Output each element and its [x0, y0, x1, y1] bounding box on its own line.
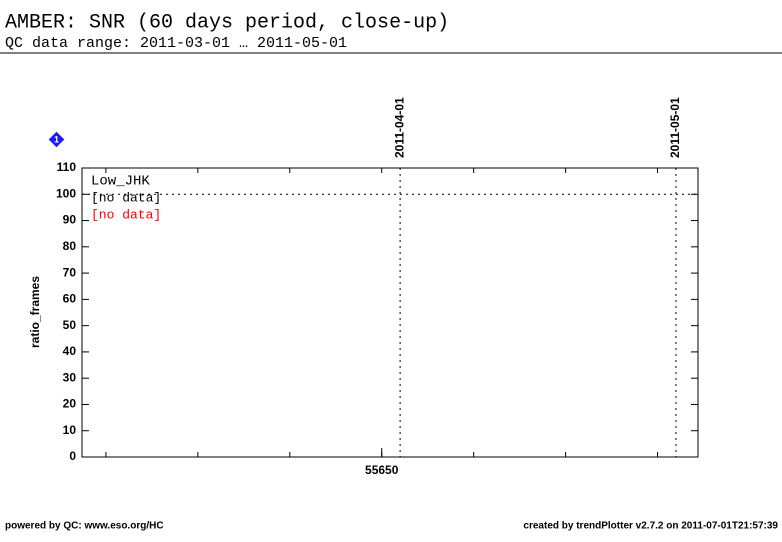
y-tick-label: 10	[63, 423, 77, 437]
legend-entry: [no data]	[91, 190, 161, 205]
y-tick-label: 110	[57, 160, 77, 174]
y-tick-label: 60	[63, 292, 77, 306]
y-tick-label: 50	[63, 318, 77, 332]
chart-title: AMBER: SNR (60 days period, close-up)	[5, 11, 449, 34]
badge-label: 1	[54, 134, 59, 144]
footer-right: created by trendPlotter v2.7.2 on 2011-0…	[523, 521, 778, 532]
y-tick-label: 70	[63, 265, 77, 279]
y-tick-label: 80	[63, 239, 77, 253]
y-tick-label: 90	[63, 213, 77, 227]
y-axis-label: ratio_frames	[28, 276, 42, 348]
plot-frame	[81, 167, 699, 458]
x-tick-label: 55650	[365, 463, 399, 477]
legend-entry: [no data]	[91, 207, 161, 222]
footer-left: powered by QC: www.eso.org/HC	[5, 521, 164, 532]
y-tick-label: 100	[56, 186, 76, 200]
chart-subtitle: QC data range: 2011-03-01 … 2011-05-01	[5, 35, 347, 52]
y-tick-label: 30	[63, 370, 77, 384]
date-marker-label: 2011-04-01	[392, 97, 406, 158]
date-marker-label: 2011-05-01	[668, 97, 682, 158]
y-tick-label: 40	[63, 344, 77, 358]
legend-title: Low_JHK	[91, 174, 150, 190]
y-tick-label: 20	[63, 397, 77, 411]
y-tick-label: 0	[69, 449, 76, 463]
badge-icon	[48, 131, 65, 148]
